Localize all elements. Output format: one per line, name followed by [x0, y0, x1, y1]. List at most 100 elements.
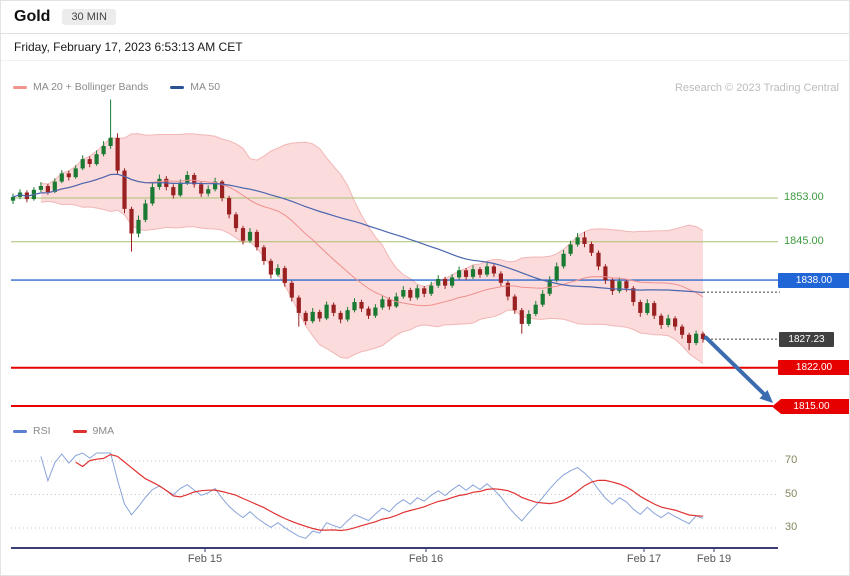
- candle-body: [505, 282, 510, 297]
- bearish-arrow-shaft: [704, 335, 766, 396]
- rsi-line: [40, 452, 704, 539]
- candle-body: [247, 231, 253, 241]
- candle-body: [610, 280, 615, 291]
- candle-body: [463, 270, 469, 277]
- candle-body: [178, 182, 183, 196]
- candle-body: [603, 266, 608, 281]
- ma50-line: [12, 173, 704, 294]
- candle-body: [631, 288, 636, 302]
- candle-body: [213, 181, 218, 190]
- candle-body: [129, 208, 134, 234]
- bollinger-lower-line: [40, 200, 704, 364]
- candle-body: [687, 334, 692, 343]
- rsi-swatch-icon: [13, 429, 27, 433]
- candle-body: [380, 299, 385, 308]
- candle-body: [540, 293, 545, 305]
- candle-body: [227, 198, 232, 215]
- candle-body: [10, 196, 16, 201]
- candle-body: [73, 168, 78, 178]
- candle-body: [199, 184, 204, 194]
- candle-body: [317, 311, 322, 319]
- candle-body: [310, 311, 315, 322]
- candle-body: [52, 181, 57, 192]
- candle-body: [554, 266, 559, 281]
- candle-body: [457, 270, 462, 278]
- candle-body: [443, 279, 448, 286]
- candle-body: [171, 187, 176, 196]
- candle-body: [582, 237, 587, 244]
- candle-body: [324, 304, 329, 319]
- candle-body: [150, 187, 155, 204]
- candle-body: [289, 282, 294, 298]
- candle-body: [87, 159, 92, 164]
- candle-body: [143, 203, 148, 220]
- candle-body: [498, 273, 503, 283]
- candle-body: [366, 308, 371, 316]
- candle-body: [450, 277, 455, 286]
- candle-body: [617, 281, 622, 292]
- candle-body: [94, 154, 99, 165]
- candle-body: [268, 260, 273, 275]
- candle-body: [296, 297, 301, 313]
- candle-body: [338, 312, 343, 320]
- candle-body: [59, 173, 64, 182]
- candle-body: [233, 214, 239, 229]
- candle-body: [652, 303, 657, 316]
- ma50-label: MA 50: [190, 81, 221, 93]
- candle-body: [422, 288, 427, 294]
- candle-body: [401, 290, 406, 297]
- ma50-swatch-icon: [170, 85, 185, 89]
- candle-body: [533, 304, 538, 314]
- candle-body: [694, 333, 699, 343]
- bearish-arrow-head: [759, 390, 773, 403]
- candle-body: [680, 326, 685, 335]
- legend-item-ma20-bb: MA 20 + Bollinger Bands: [13, 81, 148, 93]
- candle-body: [240, 228, 246, 241]
- candle-body: [122, 170, 127, 209]
- candle-body: [561, 253, 566, 267]
- rsi-legend: RSI 9MA: [13, 425, 114, 437]
- candle-body: [101, 146, 106, 155]
- candle-body: [666, 318, 671, 325]
- candle-body: [206, 189, 211, 194]
- candle-body: [415, 288, 420, 298]
- candle-body: [512, 296, 517, 311]
- datetime-text: Friday, February 17, 2023 6:53:13 AM CET: [14, 40, 243, 54]
- candle-body: [484, 266, 490, 275]
- candle-body: [275, 268, 280, 275]
- candle-body: [429, 285, 434, 294]
- rsi-9ma-line: [75, 453, 704, 532]
- candle-body: [477, 269, 483, 275]
- ma20-bollinger-swatch-icon: [13, 85, 27, 89]
- candle-body: [568, 244, 573, 254]
- candle-body: [373, 307, 378, 316]
- candle-body: [45, 186, 50, 192]
- candle-body: [624, 281, 629, 289]
- candle-body: [38, 186, 43, 190]
- bollinger-band-fill: [40, 133, 703, 364]
- legend-item-ma50: MA 50: [170, 81, 220, 93]
- candle-body: [136, 219, 141, 234]
- candle-body: [331, 304, 336, 313]
- ma20-bollinger-label: MA 20 + Bollinger Bands: [33, 81, 149, 93]
- candle-body: [192, 175, 197, 185]
- candle-body: [254, 231, 259, 248]
- symbol-title: Gold: [14, 8, 51, 25]
- bollinger-upper-line: [40, 133, 704, 288]
- legend-item-9ma: 9MA: [72, 425, 114, 437]
- candle-body: [220, 181, 225, 198]
- candle-body: [589, 244, 594, 253]
- candle-body: [700, 333, 706, 339]
- candle-body: [387, 299, 392, 307]
- datetime-bar: Friday, February 17, 2023 6:53:13 AM CET: [1, 34, 849, 61]
- chart-header: Gold 30 MIN: [1, 1, 849, 34]
- candle-body: [408, 290, 413, 298]
- timeframe-badge: 30 MIN: [62, 9, 116, 25]
- legend-item-rsi: RSI: [13, 425, 51, 437]
- candle-body: [673, 318, 678, 327]
- candle-body: [491, 266, 496, 274]
- candle-body: [659, 315, 664, 325]
- candle-body: [261, 247, 266, 261]
